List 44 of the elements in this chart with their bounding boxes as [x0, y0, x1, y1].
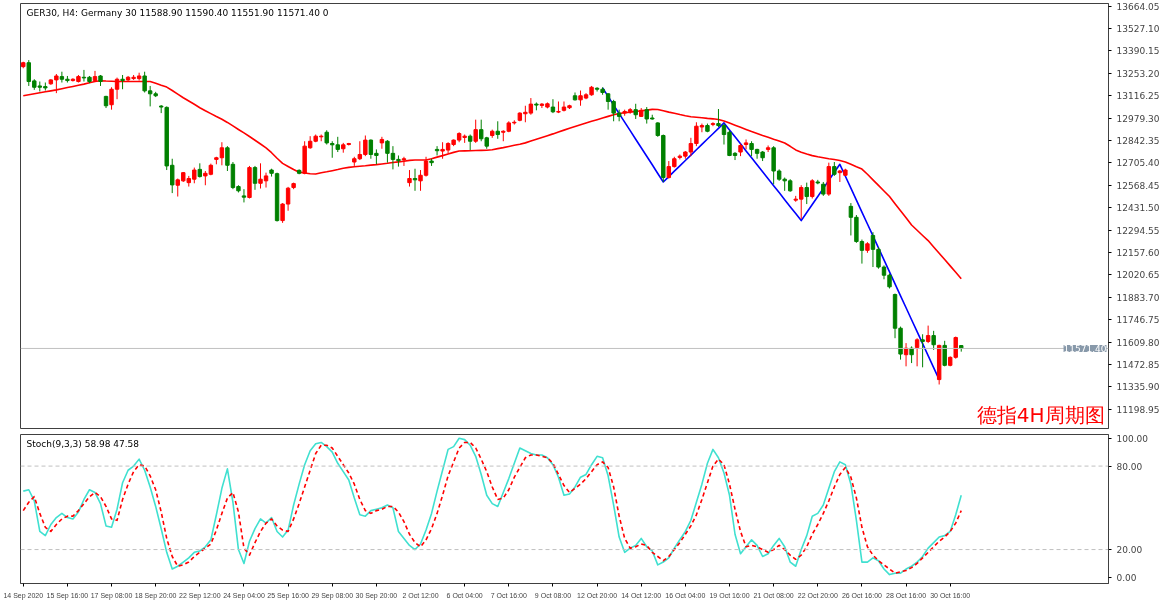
y-tick-label: 80.00: [1116, 461, 1143, 472]
y-tick-label: 12431.50: [1116, 203, 1160, 214]
y-tick-label: 12705.40: [1116, 158, 1160, 169]
candlestick: [241, 188, 247, 203]
candlestick: [379, 136, 385, 150]
candlestick: [401, 156, 407, 167]
candlestick: [925, 325, 931, 344]
y-tick-label: 11746.75: [1116, 315, 1160, 326]
candlestick: [219, 141, 225, 166]
y-tick-label: 100.00: [1116, 433, 1149, 444]
y-tick-label: 12842.35: [1116, 136, 1160, 147]
y-tick-label: 0.00: [1116, 572, 1137, 583]
text: 德指4H周期图: [976, 402, 1105, 427]
y-tick-label: 20.00: [1116, 545, 1143, 556]
candlestick: [550, 98, 556, 114]
y-tick-label: 12979.30: [1116, 113, 1160, 124]
y-tick-label: 11609.80: [1116, 337, 1160, 348]
y-tick-label: 11472.85: [1116, 360, 1160, 371]
y-tick-label: 11883.70: [1116, 292, 1160, 303]
y-tick-label: 13527.10: [1116, 24, 1160, 35]
candlestick: [765, 144, 771, 153]
candlestick: [252, 165, 258, 191]
y-tick-label: 11335.90: [1116, 382, 1160, 393]
candlestick: [810, 178, 815, 199]
candlestick: [931, 330, 936, 351]
candlestick: [804, 182, 809, 205]
y-tick-label: 13253.20: [1116, 68, 1160, 79]
candlestick: [942, 340, 947, 367]
ref-line-label: 11571.40: [1063, 343, 1107, 354]
candlestick: [710, 121, 716, 127]
y-tick-label: 13664.05: [1116, 1, 1160, 12]
y-tick-label: 13390.15: [1116, 46, 1160, 57]
y-tick-label: 13116.25: [1116, 91, 1160, 102]
candlestick: [920, 333, 925, 368]
candlestick: [743, 138, 749, 150]
y-tick-label: 12294.55: [1116, 225, 1160, 236]
chart-title: GER30, H4: Germany 30 11588.90 11590.40 11551.90 11571.40 0: [26, 7, 329, 18]
y-tick-label: 12157.60: [1116, 248, 1160, 259]
y-tick-label: 11198.95: [1116, 404, 1160, 415]
candlestick: [914, 337, 920, 367]
y-tick-label: 12020.65: [1116, 270, 1160, 281]
y-tick-label: 12568.45: [1116, 180, 1160, 191]
candlestick: [473, 119, 478, 144]
chart-title: Stoch(9,3,3) 58.98 47.58: [26, 438, 140, 449]
